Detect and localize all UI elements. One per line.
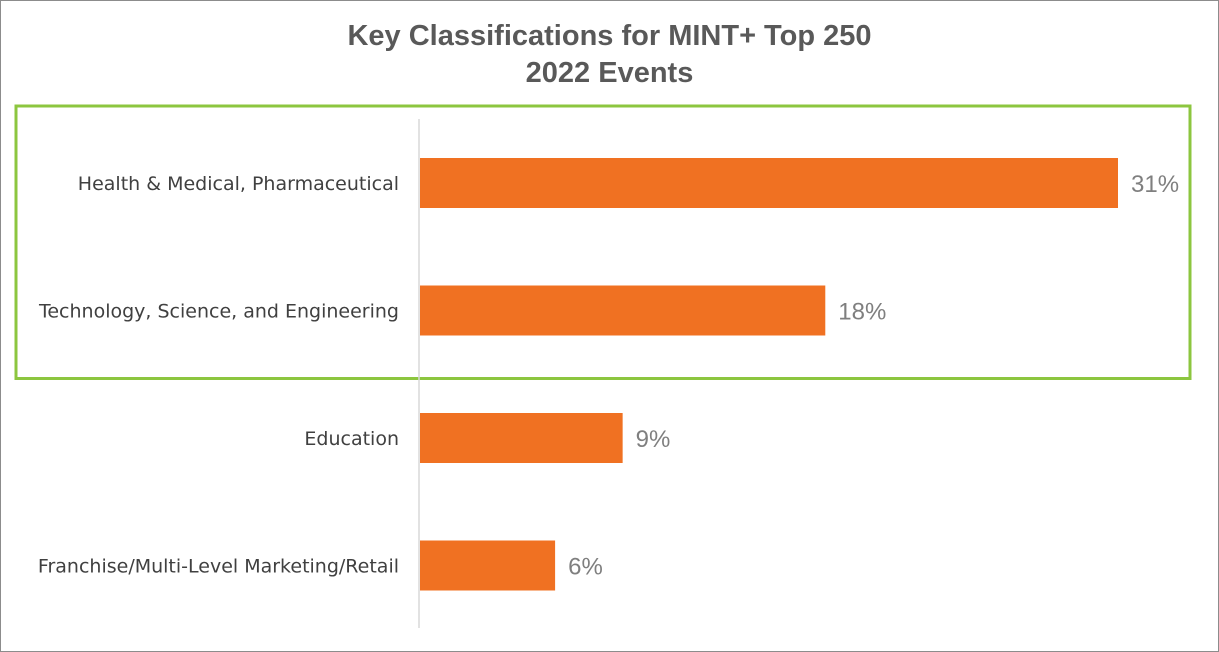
highlight-box [14,104,1192,380]
data-label: 31% [1131,171,1179,198]
bar [420,158,1118,208]
data-label: 6% [568,554,603,581]
chart-title-line-2: 2022 Events [525,57,694,89]
chart-title-line-1: Key Classifications for MINT+ Top 250 [347,20,872,52]
bar [420,285,826,336]
category-label: Technology, Science, and Engineering [38,301,399,323]
category-label: Franchise/Multi-Level Marketing/Retail [38,556,399,578]
chart-title: Key Classifications for MINT+ Top 250 20… [0,18,1219,92]
category-label: Education [304,428,399,450]
data-label: 9% [636,426,671,453]
bar [420,540,556,591]
category-label: Health & Medical, Pharmaceutical [78,173,399,195]
bar [420,413,623,463]
data-label: 18% [838,299,886,326]
